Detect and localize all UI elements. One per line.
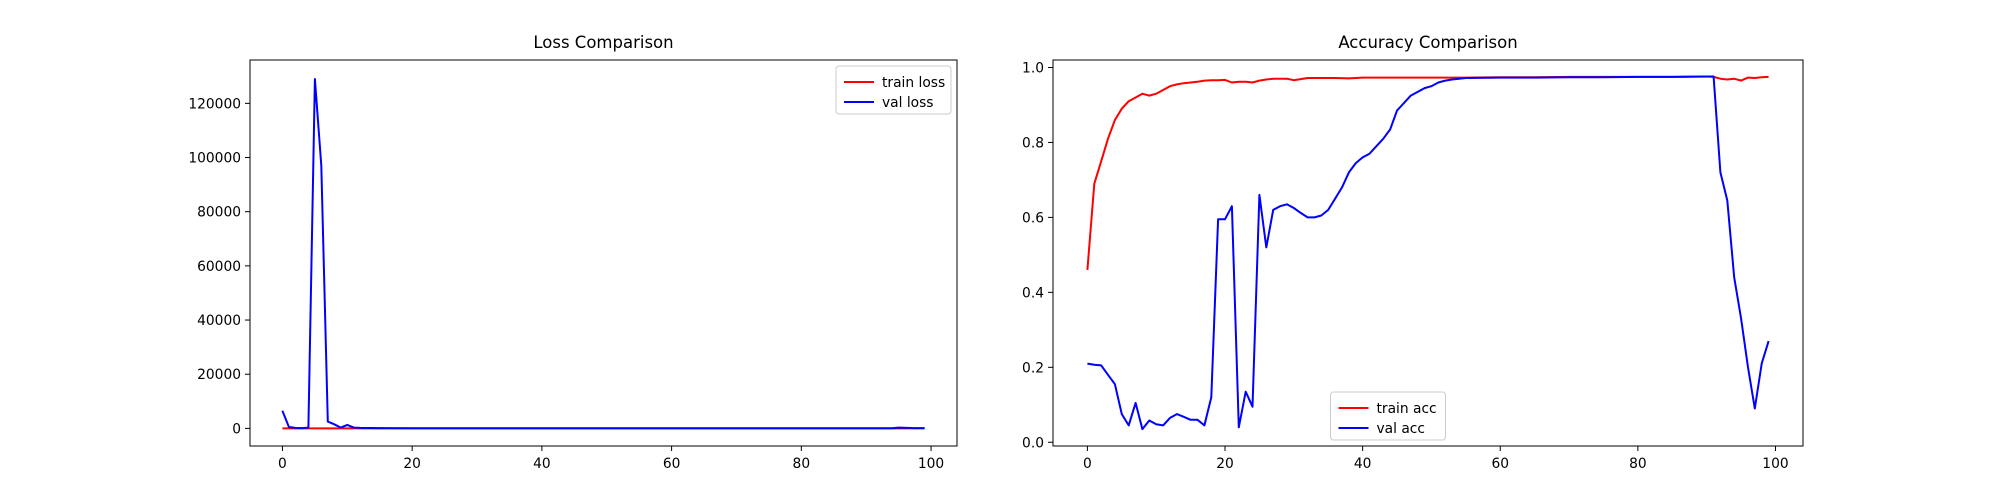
- x-tick-label: 80: [793, 456, 811, 472]
- x-tick-label: 0: [1083, 456, 1092, 472]
- series-line-train-acc: [1086, 75, 1769, 270]
- x-tick-label: 80: [1629, 456, 1647, 472]
- y-tick-label: 0.4: [1022, 285, 1044, 301]
- x-tick-label: 40: [533, 456, 551, 472]
- x-tick-label: 100: [918, 456, 944, 472]
- chart-title: Loss Comparison: [533, 33, 673, 52]
- legend-label: train acc: [1377, 401, 1437, 417]
- y-tick-label: 60000: [197, 259, 241, 275]
- series-line-val-loss: [281, 78, 925, 430]
- x-tick-label: 60: [663, 456, 681, 472]
- y-tick-label: 40000: [197, 313, 241, 329]
- legend: train loss val loss: [835, 65, 952, 115]
- x-tick-label: 60: [1491, 456, 1509, 472]
- x-tick-label: 20: [1216, 456, 1234, 472]
- y-tick-label: 1.0: [1022, 60, 1044, 76]
- x-tick-label: 20: [403, 456, 421, 472]
- subplot-1: Loss Comparison 0 20 40 60 80 100 0 20000 40000 60…: [188, 33, 958, 472]
- y-tick-label: 80000: [197, 205, 241, 221]
- y-tick-label: 100000: [188, 151, 241, 167]
- x-tick-label: 40: [1354, 456, 1372, 472]
- x-tick-label: 0: [278, 456, 287, 472]
- chart-title: Accuracy Comparison: [1338, 33, 1517, 52]
- y-tick-label: 0.6: [1022, 210, 1044, 226]
- y-tick-label: 0.0: [1022, 435, 1044, 451]
- subplot-2: Accuracy Comparison 0 20 40 60 80 100 0.0 0.2 0.4…: [1022, 33, 1804, 472]
- y-tick-label: 0.8: [1022, 135, 1044, 151]
- series-line-val-acc: [1087, 75, 1770, 431]
- legend-label: val acc: [1377, 421, 1425, 437]
- legend: train acc val acc: [1330, 391, 1446, 441]
- axes-frame: [1052, 59, 1804, 447]
- legend-label: train loss: [882, 75, 945, 91]
- y-tick-label: 120000: [188, 96, 241, 112]
- x-tick-label: 100: [1762, 456, 1788, 472]
- y-tick-label: 20000: [197, 367, 241, 383]
- y-tick-label: 0.2: [1022, 360, 1044, 376]
- y-tick-label: 0: [232, 421, 241, 437]
- legend-label: val loss: [882, 95, 934, 111]
- axes-frame: [249, 59, 958, 447]
